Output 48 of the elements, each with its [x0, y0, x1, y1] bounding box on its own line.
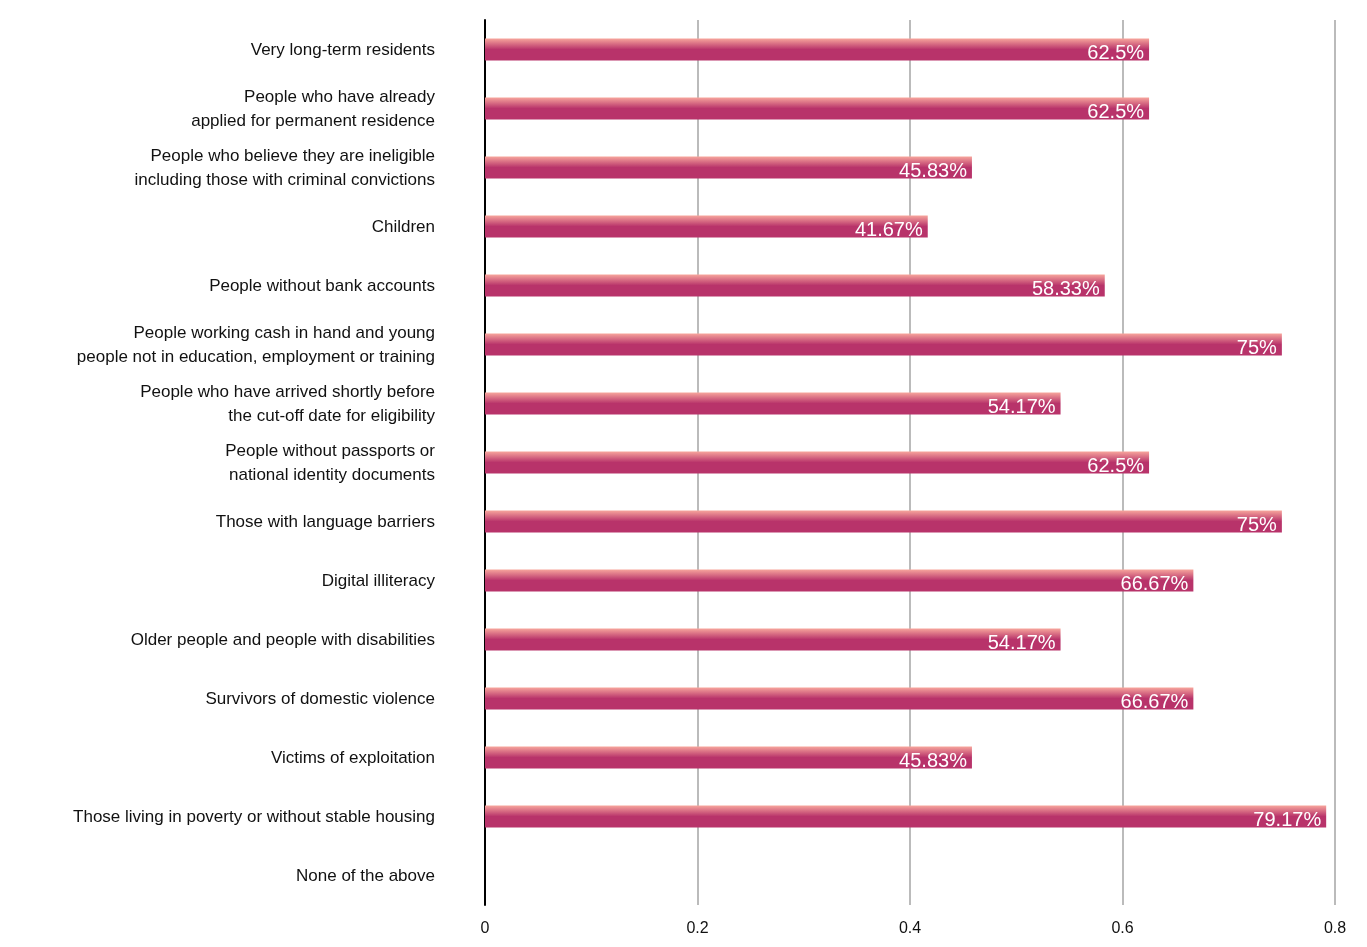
y-tick-label: Children	[371, 217, 435, 236]
y-tick-label: Older people and people with disabilities	[130, 630, 435, 649]
data-label: 79.17%	[1253, 807, 1322, 830]
bar	[485, 805, 1327, 828]
y-tick-label: People without passports or national identity documents	[225, 441, 436, 484]
x-tick-label: 0.8	[1323, 918, 1347, 936]
data-label: 54.17%	[987, 630, 1056, 653]
y-tick-label: None of the above	[296, 866, 435, 885]
data-label: 75%	[1236, 335, 1278, 358]
data-label: 62.5%	[1087, 40, 1145, 63]
y-tick-label: Very long-term residents	[250, 40, 435, 59]
y-tick-label: People working cash in hand and young people not in education, employment or training	[76, 323, 435, 366]
bar	[485, 746, 972, 769]
data-label: 66.67%	[1120, 689, 1189, 712]
y-tick-label: Victims of exploitation	[270, 748, 435, 767]
x-tick-label: 0	[480, 918, 490, 936]
bar	[485, 215, 928, 238]
x-tick-label: 0.2	[686, 918, 709, 936]
bar	[485, 687, 1194, 710]
y-tick-label: Digital illiteracy	[321, 571, 436, 590]
bar	[485, 97, 1150, 120]
y-tick-label: Those living in poverty or without stable housing	[73, 807, 435, 826]
data-label: 41.67%	[854, 217, 923, 240]
data-label: 75%	[1236, 512, 1278, 535]
data-label: 45.83%	[899, 158, 968, 181]
bar	[485, 392, 1061, 415]
data-label: 62.5%	[1087, 99, 1145, 122]
data-label: 45.83%	[899, 748, 968, 771]
y-tick-label: Those with language barriers	[215, 512, 435, 531]
bar	[485, 38, 1150, 61]
bar	[485, 274, 1105, 297]
data-label: 54.17%	[987, 394, 1056, 417]
data-label: 66.67%	[1120, 571, 1189, 594]
data-label: 62.5%	[1087, 453, 1145, 476]
x-tick-label: 0.6	[1111, 918, 1134, 936]
bar	[485, 333, 1282, 356]
bar	[485, 569, 1194, 592]
data-label: 58.33%	[1031, 276, 1100, 299]
bar	[485, 451, 1150, 474]
y-tick-label: People who have already applied for permanent residence	[191, 87, 436, 130]
bar	[485, 628, 1061, 651]
y-tick-label: People who have arrived shortly before the cut-off date for eligibility	[140, 382, 436, 425]
y-tick-label: People without bank accounts	[209, 276, 435, 295]
y-tick-label: People who believe they are ineligible including those with criminal convictions	[134, 146, 435, 189]
y-tick-label: Survivors of domestic violence	[205, 689, 435, 708]
bar	[485, 510, 1282, 533]
x-tick-label: 0.4	[898, 918, 922, 936]
bar	[485, 156, 972, 179]
